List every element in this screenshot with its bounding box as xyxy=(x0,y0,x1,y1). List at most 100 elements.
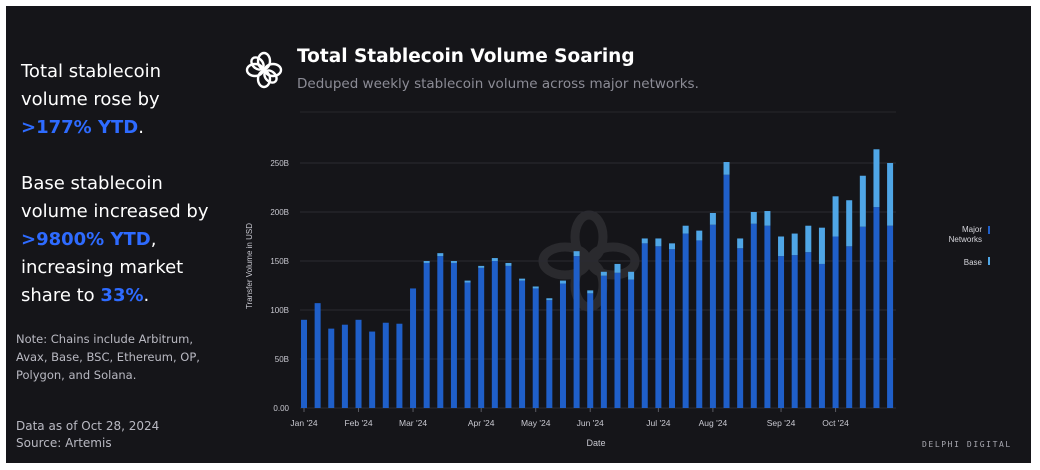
x-tick-label: Jul '24 xyxy=(646,418,671,428)
headline-text: , increasing market share to xyxy=(21,229,184,306)
bar-major-networks xyxy=(519,280,526,408)
bar-base xyxy=(478,265,485,268)
bar-major-networks xyxy=(614,272,621,408)
data-source: Source: Artemis xyxy=(16,436,112,450)
x-tick-label: Feb '24 xyxy=(344,418,372,428)
stacked-bar-chart: 0.00 50B 100B 150B 200B 250B Jan '24 Feb '24 Ma… xyxy=(245,111,896,448)
bar-major-networks xyxy=(559,283,566,408)
headline-total-volume: Total stablecoin volume rose by >177% YT… xyxy=(21,58,211,142)
bar-major-networks xyxy=(314,303,321,408)
bar-major-networks xyxy=(301,319,307,408)
headline-text: . xyxy=(143,285,150,306)
bar-base xyxy=(723,162,730,175)
bar-base xyxy=(491,258,498,261)
bar-base xyxy=(696,230,703,241)
bar-major-networks xyxy=(396,323,403,408)
bar-base xyxy=(737,238,744,249)
bar-major-networks xyxy=(764,225,771,408)
bar-base xyxy=(505,262,512,266)
bar-base xyxy=(423,261,430,263)
bar-base xyxy=(587,290,594,294)
bar-major-networks xyxy=(655,246,662,408)
bar-major-networks xyxy=(832,236,839,408)
bar-major-networks xyxy=(423,262,430,408)
x-tick-label: Sep '24 xyxy=(767,418,796,428)
data-as-of: Data as of Oct 28, 2024 Source: Artemis xyxy=(16,418,159,452)
bar-major-networks xyxy=(355,319,362,408)
bar-base xyxy=(669,243,676,250)
bar-base xyxy=(464,280,471,283)
bar-major-networks xyxy=(669,249,676,408)
bar-major-networks xyxy=(778,256,785,408)
bar-base xyxy=(559,280,566,284)
bar-major-networks xyxy=(410,288,417,408)
bar-major-networks xyxy=(696,240,703,408)
headline-text: Total stablecoin volume rose by xyxy=(21,61,162,110)
y-tick-label: 250B xyxy=(270,159,289,168)
bar-major-networks xyxy=(382,322,389,408)
bar-major-networks xyxy=(491,261,498,408)
bar-base xyxy=(519,278,526,281)
headline-text: Base stablecoin volume increased by xyxy=(21,173,209,222)
bar-base xyxy=(846,200,853,247)
bar-major-networks xyxy=(887,225,894,408)
bar-base xyxy=(887,163,894,226)
y-tick-label: 150B xyxy=(270,257,289,266)
headline-highlight: 33% xyxy=(100,285,144,306)
bar-major-networks xyxy=(846,246,853,408)
x-tick-label: May '24 xyxy=(521,418,551,428)
bar-major-networks xyxy=(478,267,485,408)
x-tick-label: Mar '24 xyxy=(399,418,427,428)
delphi-logo-icon xyxy=(245,51,283,89)
y-axis-label: Transfer Volume in USD xyxy=(245,223,254,309)
bar-base xyxy=(573,251,580,257)
bar-major-networks xyxy=(546,300,553,408)
bar-major-networks xyxy=(505,265,512,408)
bar-major-networks xyxy=(464,282,471,408)
x-tick-label: Aug '24 xyxy=(699,418,728,428)
bar-base xyxy=(614,263,621,273)
bar-major-networks xyxy=(450,262,457,408)
bar-base xyxy=(450,261,457,263)
bar-major-networks xyxy=(532,288,539,408)
bar-base xyxy=(832,196,839,237)
legend-label: Major Networks xyxy=(948,225,982,244)
bar-base xyxy=(805,225,812,253)
legend-swatch-base xyxy=(988,257,990,265)
bar-base xyxy=(764,211,771,226)
bar-base xyxy=(682,225,689,234)
bar-major-networks xyxy=(369,331,376,408)
bar-base xyxy=(750,212,757,224)
chains-note: Note: Chains include Arbitrum, Avax, Bas… xyxy=(16,332,200,382)
y-tick-label: 50B xyxy=(275,355,289,364)
headline-highlight: >177% YTD xyxy=(21,117,139,138)
bar-major-networks xyxy=(587,293,594,408)
x-axis-label: Date xyxy=(586,438,605,448)
x-tick-label: Oct '24 xyxy=(822,418,849,428)
bar-base xyxy=(859,175,866,227)
bar-base xyxy=(437,253,444,257)
legend-swatch-major xyxy=(988,226,990,234)
bar-base xyxy=(600,271,607,276)
bar-base xyxy=(709,212,716,225)
bar-major-networks xyxy=(737,248,744,408)
x-tick-label: Jun '24 xyxy=(577,418,604,428)
y-tick-label: 0.00 xyxy=(273,404,289,413)
bar-major-networks xyxy=(628,279,635,408)
headline-base-volume: Base stablecoin volume increased by >980… xyxy=(21,170,221,310)
bar-base xyxy=(546,298,553,301)
bar-major-networks xyxy=(873,207,880,408)
bar-base xyxy=(791,233,798,256)
brand-wordmark: DELPHI DIGITAL xyxy=(922,440,1012,449)
y-tick-label: 100B xyxy=(270,306,289,315)
bar-base xyxy=(873,149,880,208)
bar-base xyxy=(655,238,662,247)
bar-major-networks xyxy=(437,256,444,408)
bar-major-networks xyxy=(573,256,580,408)
chart-title: Total Stablecoin Volume Soaring xyxy=(297,46,635,67)
data-date: Data as of Oct 28, 2024 xyxy=(16,419,160,433)
bar-major-networks xyxy=(328,328,335,408)
bar-base xyxy=(778,236,785,257)
bar-base xyxy=(641,238,648,244)
headline-text: . xyxy=(138,117,144,138)
